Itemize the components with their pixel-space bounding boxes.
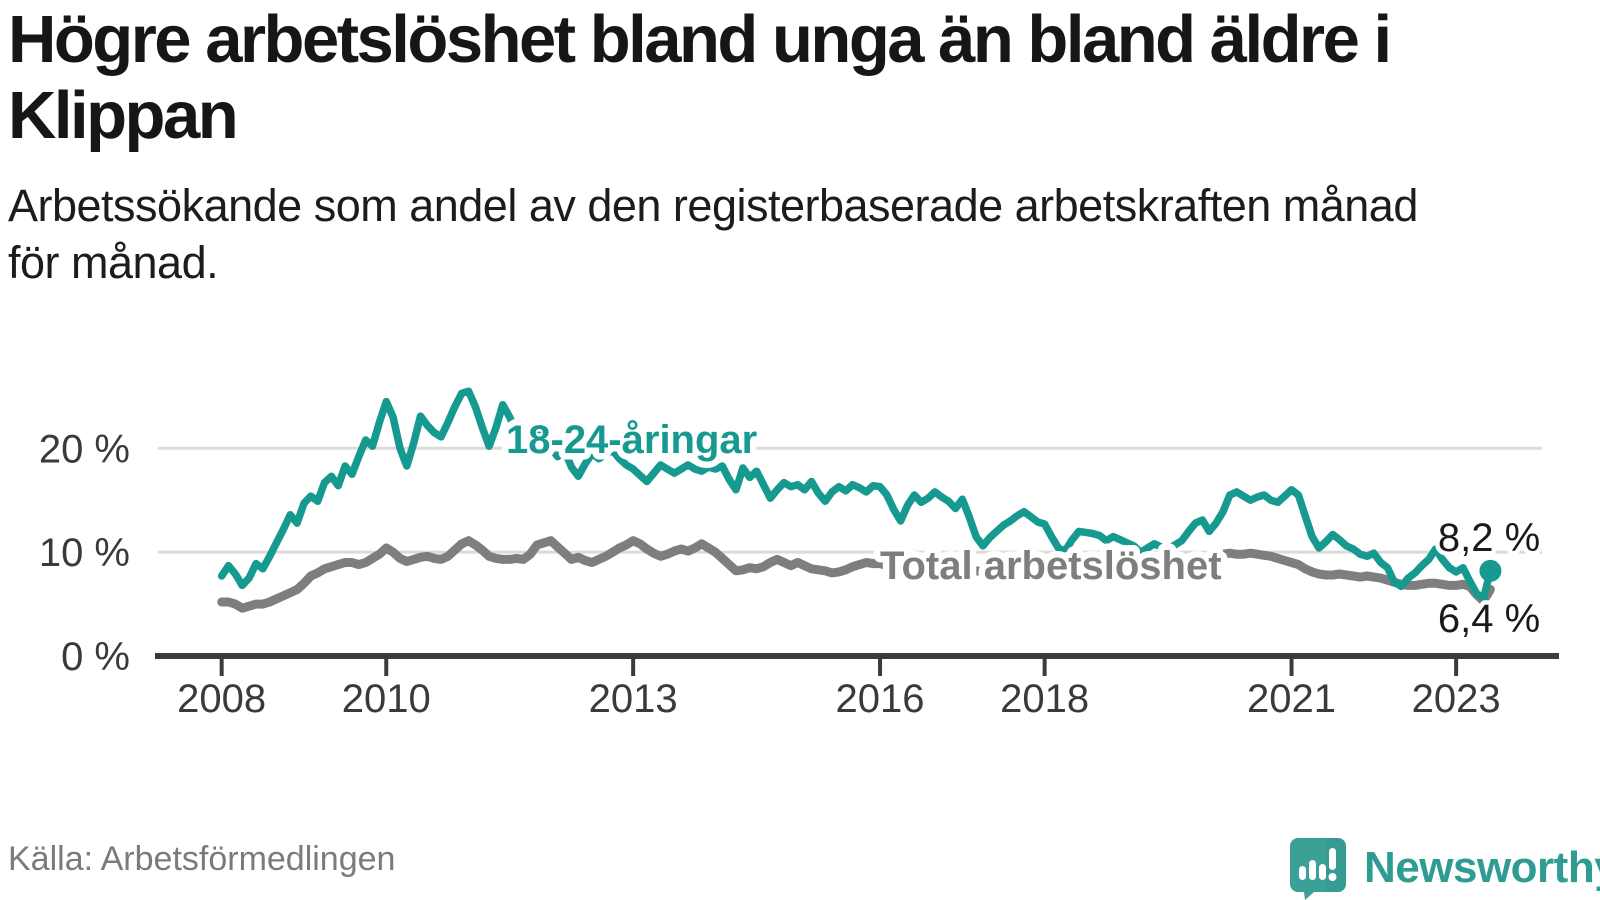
series-line-total [217, 536, 1495, 613]
series-line-youth [217, 387, 1495, 602]
x-tick-label: 2018 [1000, 677, 1089, 721]
end-value-label-total: 6,4 % [1438, 597, 1540, 641]
series-label-total: Total arbetslöshet [880, 544, 1222, 588]
x-tick-label: 2016 [836, 677, 925, 721]
newsworthy-wordmark: Newsworthy [1364, 843, 1600, 892]
x-tick-label: 2010 [342, 677, 431, 721]
end-value-label-youth: 8,2 % [1438, 516, 1540, 560]
x-tick-label: 2023 [1412, 677, 1501, 721]
chart-title: Högre arbetslöshet bland unga än bland ä… [8, 2, 1392, 154]
x-tick-label: 2013 [589, 677, 678, 721]
y-tick-label: 10 % [39, 531, 130, 575]
x-tick-label: 2021 [1247, 677, 1336, 721]
newsworthy-logo-icon [1290, 838, 1346, 900]
chart-plot-area: 0 % 10 % 20 % 2008 2010 2013 2016 2018 2021 2023 [39, 387, 1559, 721]
series-label-youth: 18-24-åringar [506, 418, 757, 462]
y-tick-label: 0 % [61, 635, 130, 679]
chart-subtitle: Arbetssökande som andel av den registerb… [8, 180, 1418, 288]
y-tick-label: 20 % [39, 427, 130, 471]
x-tick-label: 2008 [177, 677, 266, 721]
newsworthy-branding: Newsworthy [1288, 836, 1600, 900]
source-note: Källa: Arbetsförmedlingen [8, 840, 396, 878]
latest-point-marker [1479, 559, 1502, 582]
